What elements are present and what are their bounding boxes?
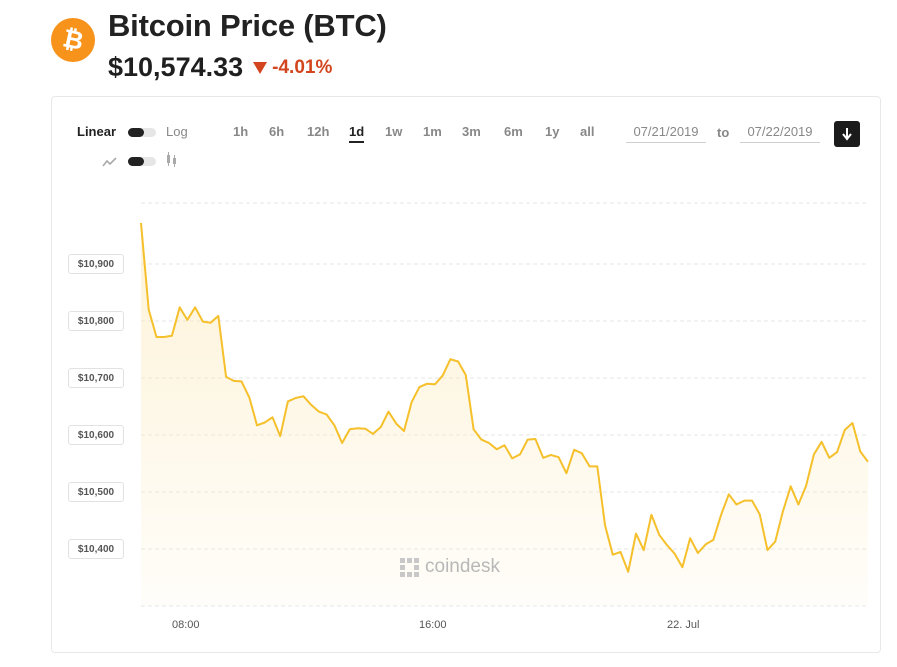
range-1y-button[interactable]: 1y xyxy=(545,124,560,139)
date-to-label: to xyxy=(717,125,730,140)
range-1d-button[interactable]: 1d xyxy=(349,124,365,143)
date-from-input[interactable] xyxy=(626,120,706,143)
range-6m-button[interactable]: 6m xyxy=(504,124,523,139)
watermark-text: coindesk xyxy=(425,556,500,577)
x-tick-label: 08:00 xyxy=(172,619,200,631)
y-tick-label: $10,800 xyxy=(68,311,124,331)
coindesk-watermark: coindesk xyxy=(400,556,500,578)
y-tick-label: $10,500 xyxy=(68,482,124,502)
download-button[interactable] xyxy=(834,121,860,147)
date-to-input[interactable] xyxy=(740,120,820,143)
range-6h-button[interactable]: 6h xyxy=(269,124,285,139)
scale-log-label[interactable]: Log xyxy=(166,124,188,139)
scale-linear-label[interactable]: Linear xyxy=(77,124,117,139)
price-line xyxy=(140,222,869,573)
candlestick-icon[interactable] xyxy=(165,152,179,168)
chart-card xyxy=(51,96,881,653)
x-tick-label: 16:00 xyxy=(419,619,447,631)
range-3m-button[interactable]: 3m xyxy=(462,124,481,139)
current-price: $10,574.33 xyxy=(108,52,244,82)
page-title: Bitcoin Price (BTC) xyxy=(108,8,387,43)
y-tick-label: $10,700 xyxy=(68,368,124,388)
down-arrow-icon xyxy=(253,61,268,74)
scale-toggle[interactable] xyxy=(128,128,156,137)
range-1h-button[interactable]: 1h xyxy=(233,124,249,139)
y-tick-label: $10,600 xyxy=(68,425,124,445)
x-tick-label: 22. Jul xyxy=(667,619,700,631)
y-tick-label: $10,900 xyxy=(68,254,124,274)
bitcoin-logo-icon: ₿ xyxy=(51,18,95,62)
range-all-button[interactable]: all xyxy=(580,124,595,139)
range-12h-button[interactable]: 12h xyxy=(307,124,330,139)
coindesk-logo-icon xyxy=(400,557,419,577)
download-icon xyxy=(842,128,852,141)
price-change: -4.01% xyxy=(253,57,332,79)
y-tick-label: $10,400 xyxy=(68,539,124,559)
line-chart-icon[interactable] xyxy=(102,156,118,168)
price-row: $10,574.33 -4.01% xyxy=(108,52,332,83)
chart-type-toggle[interactable] xyxy=(128,157,156,166)
price-change-value: -4.01% xyxy=(272,56,333,78)
range-1m-button[interactable]: 1m xyxy=(423,124,442,139)
price-area xyxy=(141,223,868,606)
range-1w-button[interactable]: 1w xyxy=(385,124,403,139)
